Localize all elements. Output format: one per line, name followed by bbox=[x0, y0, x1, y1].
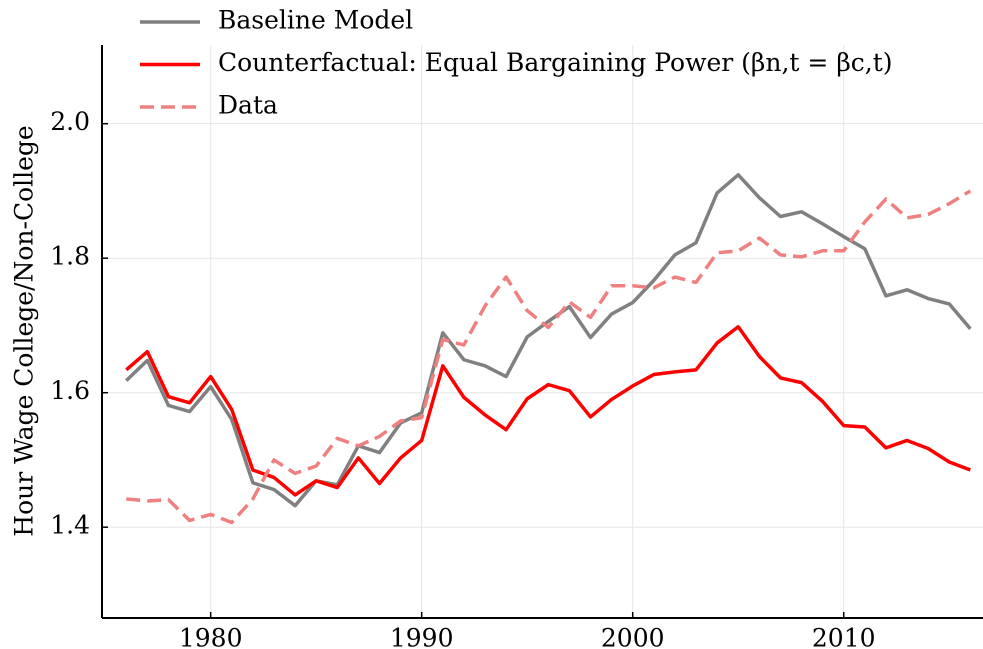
x-tick-label: 2010 bbox=[812, 624, 876, 649]
y-axis-label: Hour Wage College/Non-College bbox=[10, 125, 39, 536]
legend-label: Data bbox=[218, 91, 278, 120]
y-tick-label: 1.8 bbox=[50, 242, 90, 271]
x-tick-label: 1980 bbox=[179, 624, 243, 649]
y-tick-label: 1.6 bbox=[50, 376, 90, 405]
legend-label: Baseline Model bbox=[218, 6, 413, 35]
x-tick-label: 1990 bbox=[390, 624, 454, 649]
y-tick-label: 2.0 bbox=[50, 107, 90, 136]
y-tick-label: 1.4 bbox=[50, 511, 90, 540]
legend-label: Counterfactual: Equal Bargaining Power (… bbox=[218, 48, 893, 77]
series-line bbox=[126, 189, 972, 525]
series-line bbox=[125, 173, 972, 508]
x-tick-label: 2000 bbox=[601, 624, 665, 649]
